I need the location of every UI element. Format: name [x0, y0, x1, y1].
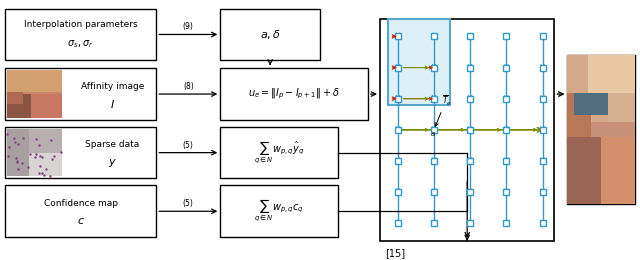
Text: Affinity image: Affinity image	[81, 82, 144, 90]
Text: $a$: $a$	[430, 130, 436, 138]
Text: [15]: [15]	[385, 248, 405, 258]
Bar	[568, 93, 591, 137]
Text: $a, \delta$: $a, \delta$	[260, 28, 280, 41]
Bar	[31, 94, 61, 118]
Text: Sparse data: Sparse data	[85, 140, 140, 149]
Bar	[602, 137, 636, 204]
Bar	[6, 94, 31, 118]
Text: $u_e = \left\|I_p - I_{p+1}\right\| + \delta$: $u_e = \left\|I_p - I_{p+1}\right\| + \d…	[248, 87, 340, 101]
Bar	[4, 185, 156, 237]
Bar	[4, 127, 156, 178]
Bar	[568, 55, 636, 204]
Bar	[220, 185, 338, 237]
Text: (5): (5)	[183, 199, 194, 208]
Bar	[574, 93, 608, 115]
Bar	[220, 127, 338, 178]
Bar	[6, 129, 29, 177]
Text: Confidence map: Confidence map	[44, 199, 118, 208]
Bar	[6, 70, 61, 118]
Bar	[6, 129, 61, 177]
Bar	[6, 129, 61, 153]
Text: $c$: $c$	[77, 216, 84, 226]
Bar	[4, 9, 156, 60]
Bar	[608, 93, 636, 122]
Text: Interpolation parameters: Interpolation parameters	[24, 20, 138, 29]
Text: (9): (9)	[183, 22, 194, 31]
Bar	[220, 68, 368, 120]
Bar	[220, 9, 320, 60]
Bar	[388, 18, 450, 105]
Bar	[568, 55, 636, 204]
Bar	[4, 68, 156, 120]
Text: $I$: $I$	[110, 98, 115, 110]
Bar	[568, 137, 602, 204]
Text: $\overline{T}_e$: $\overline{T}_e$	[442, 94, 452, 108]
Text: $\sigma_s, \sigma_r$: $\sigma_s, \sigma_r$	[67, 38, 93, 50]
Bar	[380, 18, 554, 241]
Bar	[6, 70, 61, 92]
Bar	[568, 55, 636, 122]
Bar	[6, 153, 61, 177]
Bar	[588, 55, 636, 100]
Text: $\sum_{q \in N} w_{p,q} \hat{y}_q$: $\sum_{q \in N} w_{p,q} \hat{y}_q$	[254, 140, 304, 166]
Text: $y$: $y$	[108, 157, 117, 168]
Bar	[6, 92, 23, 103]
Text: (8): (8)	[183, 82, 194, 91]
Bar	[591, 122, 636, 137]
Text: $\sum_{q \in N} w_{p,q} c_q$: $\sum_{q \in N} w_{p,q} c_q$	[254, 198, 304, 224]
Text: (5): (5)	[183, 141, 194, 150]
